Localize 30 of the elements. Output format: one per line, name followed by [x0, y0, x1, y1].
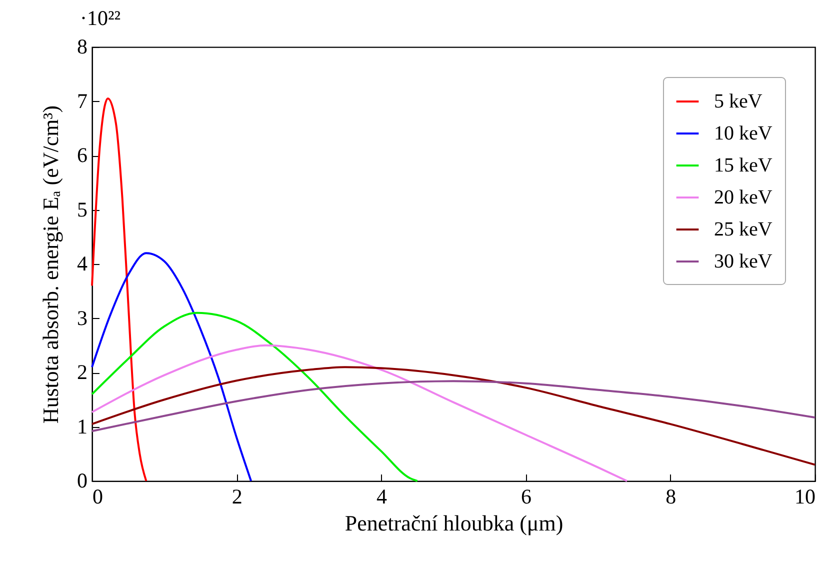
y-axis-title: Hustota absorb. energie Eₐ (eV/cm³) — [38, 105, 63, 424]
y-tick-label: 1 — [77, 414, 88, 438]
x-tick-label: 6 — [521, 484, 532, 508]
y-tick-label: 2 — [77, 360, 88, 384]
line-series — [91, 98, 148, 482]
y-tick-label: 4 — [77, 252, 88, 276]
line-series — [91, 380, 816, 432]
y-tick-label: 6 — [77, 143, 88, 167]
x-axis-title: Penetrační hloubka (μm) — [344, 510, 564, 536]
y-tick-label: 5 — [77, 197, 88, 222]
y-tick-label: 0 — [77, 468, 88, 492]
line-series — [91, 312, 418, 482]
x-tick-label: 8 — [666, 484, 676, 508]
line-series — [91, 366, 816, 466]
line-series — [91, 344, 628, 482]
x-tick-label: 10 — [794, 484, 816, 508]
legend-label: 20 keV — [714, 186, 773, 208]
legend-label: 15 keV — [714, 154, 773, 176]
text: ·10²² — [80, 6, 121, 31]
x-tick-label: 0 — [92, 484, 103, 508]
x-tick-label: 2 — [232, 484, 242, 508]
line-series — [91, 252, 252, 482]
y-tick-label: 7 — [77, 88, 88, 113]
x-tick-label: 4 — [376, 484, 388, 508]
legend-label: 30 keV — [714, 250, 773, 272]
legend-label: 5 keV — [714, 90, 763, 112]
y-tick-label: 3 — [77, 306, 88, 330]
y-tick-label: 8 — [77, 34, 88, 58]
legend-label: 10 keV — [714, 122, 773, 144]
legend-label: 25 keV — [714, 218, 773, 240]
